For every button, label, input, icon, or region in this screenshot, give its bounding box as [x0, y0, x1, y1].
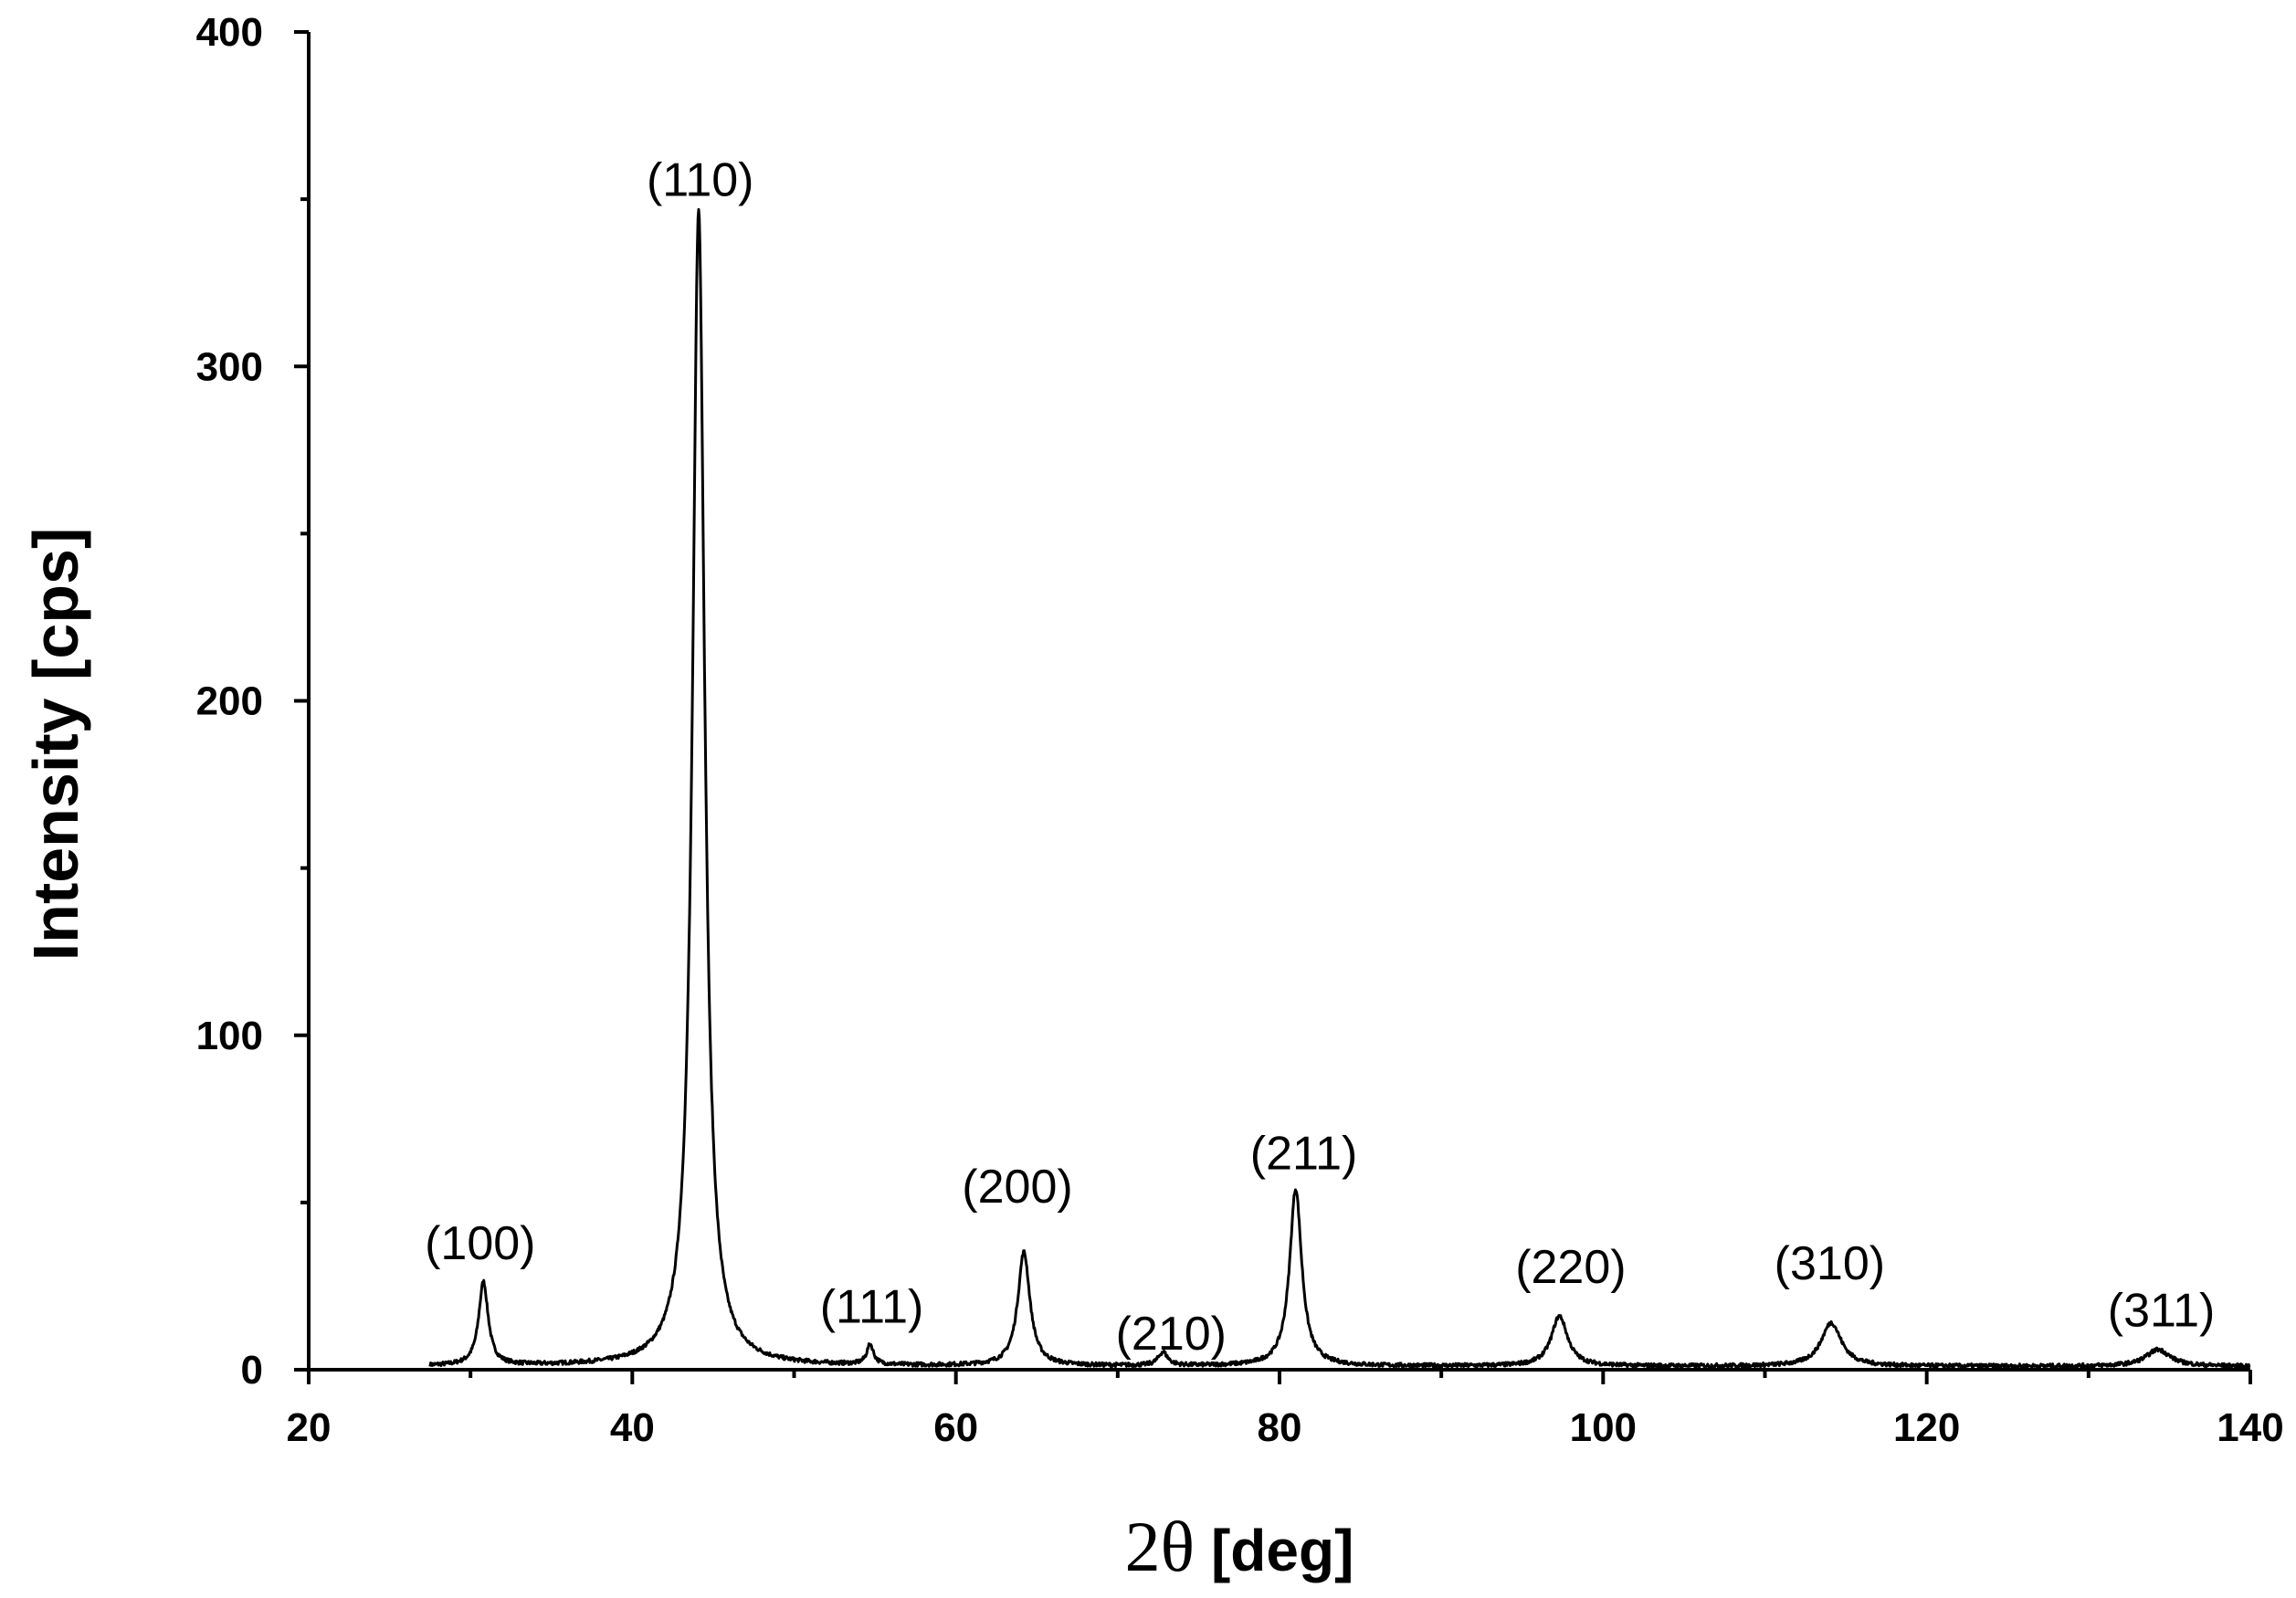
y-tick-label: 0: [241, 1348, 263, 1393]
x-tick-label: 120: [1893, 1405, 1960, 1450]
intensity-curve: [428, 207, 2251, 1370]
y-axis-label: Intensity [cps]: [20, 528, 91, 962]
y-tick-label: 100: [196, 1014, 263, 1058]
peak-label: (100): [425, 1217, 535, 1270]
peak-label: (220): [1515, 1241, 1626, 1294]
peak-labels: (100) (110) (111) (200) (210) (211) (220) (310)…: [425, 153, 2215, 1361]
x-tick-label: 60: [933, 1405, 978, 1450]
x-tick-label: 140: [2217, 1405, 2283, 1450]
peak-label: (200): [962, 1161, 1072, 1214]
x-tick-label: 40: [610, 1405, 655, 1450]
x-axis-label-symbol: 2θ: [1125, 1507, 1195, 1586]
x-ticks: 20 40 60 80 100 120 140: [287, 1370, 2284, 1450]
x-axis-label-unit: [deg]: [1211, 1518, 1353, 1583]
x-axis-label: 2θ [deg]: [1125, 1507, 1354, 1586]
y-tick-label: 300: [196, 344, 263, 389]
y-tick-label: 400: [196, 10, 263, 55]
y-tick-label: 200: [196, 679, 263, 724]
peak-label: (110): [647, 153, 754, 206]
y-ticks: 0 100 200 300 400: [196, 10, 309, 1393]
x-tick-label: 20: [287, 1405, 332, 1450]
peak-label: (211): [1250, 1127, 1358, 1180]
peak-label: (210): [1116, 1308, 1227, 1361]
x-tick-label: 80: [1258, 1405, 1302, 1450]
x-tick-label: 100: [1570, 1405, 1637, 1450]
peak-label: (310): [1775, 1237, 1885, 1290]
peak-label: (311): [2108, 1284, 2216, 1337]
peak-label: (111): [820, 1281, 924, 1334]
